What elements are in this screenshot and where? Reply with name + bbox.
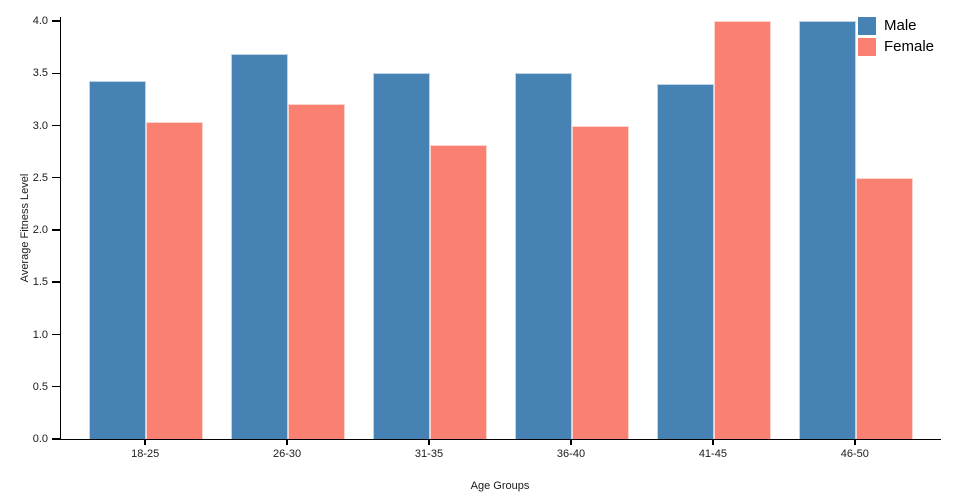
bar-male-41-45	[657, 83, 714, 439]
x-tick-label: 41-45	[698, 448, 727, 460]
legend-swatch-female	[858, 38, 876, 56]
y-tick-mark	[52, 385, 60, 388]
y-tick-mark	[52, 72, 60, 75]
y-tick-mark	[52, 438, 60, 440]
bar-female-46-50	[855, 177, 913, 439]
x-tick-mark	[428, 439, 430, 445]
x-tick-label: 36-40	[556, 448, 586, 460]
x-tick-mark	[570, 439, 572, 445]
bar-female-36-40	[571, 125, 629, 439]
x-tick-mark	[144, 439, 146, 445]
bar-female-18-25	[146, 122, 203, 439]
y-tick-label: 2.0	[32, 224, 48, 236]
legend-item-male: Male	[858, 17, 934, 35]
y-tick-label: 3.0	[32, 119, 48, 132]
bar-female-41-45	[713, 21, 771, 439]
y-tick-mark	[52, 333, 60, 336]
x-tick-mark	[854, 439, 856, 445]
x-tick-label: 18-25	[131, 448, 160, 460]
legend-label: Female	[884, 38, 935, 55]
bar-female-26-30	[288, 103, 345, 439]
legend: Male Female	[858, 17, 934, 56]
y-tick-mark	[52, 229, 60, 231]
x-axis-label: Age Groups	[470, 480, 530, 492]
y-tick-label: 0.5	[32, 380, 48, 393]
x-tick-mark	[286, 439, 288, 445]
y-tick-mark	[52, 281, 60, 283]
y-tick-label: 1.0	[32, 328, 48, 341]
bar-male-18-25	[89, 80, 147, 439]
y-tick-label: 0.0	[32, 433, 48, 445]
y-tick-label: 3.5	[32, 67, 48, 80]
legend-swatch-male	[858, 17, 876, 35]
bar-male-36-40	[515, 73, 572, 439]
legend-label: Male	[884, 17, 917, 34]
bar-female-31-35	[430, 145, 487, 439]
y-tick-mark	[52, 20, 60, 22]
x-tick-label: 31-35	[414, 448, 444, 460]
plot-area	[60, 17, 941, 440]
x-tick-label: 26-30	[273, 448, 302, 460]
legend-item-female: Female	[858, 38, 934, 56]
x-tick-label: 46-50	[840, 448, 869, 460]
bar-male-31-35	[373, 73, 431, 439]
y-tick-mark	[52, 124, 60, 127]
y-tick-label: 4.0	[32, 15, 48, 27]
bar-male-26-30	[231, 54, 289, 439]
y-tick-label: 1.5	[32, 276, 48, 289]
y-tick-label: 2.5	[32, 171, 48, 184]
bar-male-46-50	[799, 21, 856, 439]
x-tick-mark	[712, 439, 714, 445]
y-tick-mark	[52, 176, 60, 179]
